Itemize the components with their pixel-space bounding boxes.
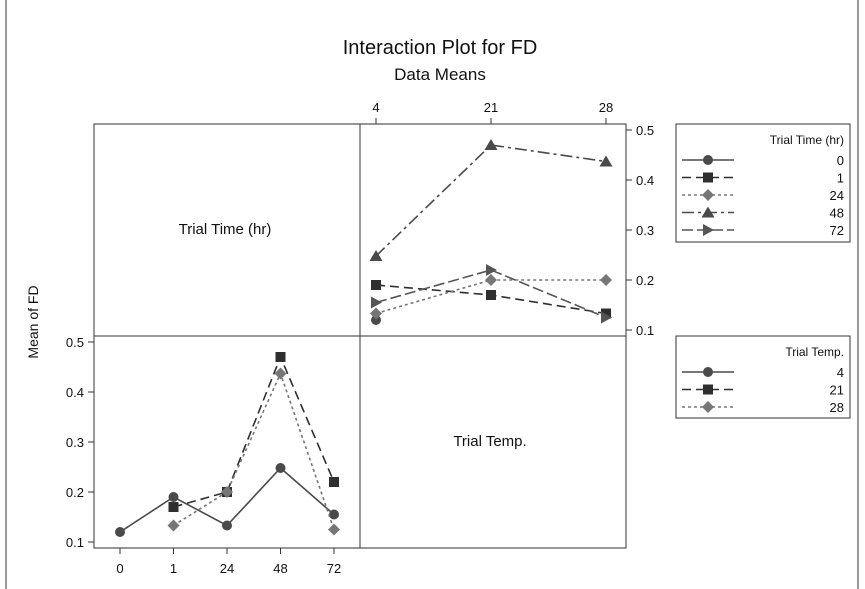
legend-entry: 72	[830, 223, 844, 238]
legend-marker	[703, 155, 713, 165]
x-tick-label: 24	[220, 561, 234, 576]
data-point	[168, 502, 179, 512]
legend-entry: 48	[830, 206, 844, 221]
series-line-21	[173, 354, 335, 508]
panel-label-trial-time: Trial Time (hr)	[179, 221, 272, 238]
legend-marker	[702, 401, 714, 413]
legend-marker	[703, 172, 713, 183]
y-axis-label: Mean of FD	[25, 285, 41, 358]
y-tick-label: 0.5	[66, 335, 84, 350]
legend-marker	[701, 206, 715, 218]
data-point	[328, 523, 340, 536]
data-point	[168, 492, 179, 502]
data-point	[600, 274, 612, 286]
legend-title: Trial Time (hr)	[770, 133, 844, 147]
chart-marks: 4 21 28 0.1 0.2 0.3 0.4 0.5 Trial Time (hr) 0 1 24 4…	[66, 100, 851, 576]
panel-label-trial-temp: Trial Temp.	[453, 433, 526, 450]
data-point	[601, 308, 611, 319]
y-tick-label: 0.5	[636, 123, 654, 138]
data-point	[371, 315, 381, 325]
data-point	[371, 280, 381, 290]
y-tick-label: 0.1	[66, 535, 84, 550]
x-tick-label: 4	[372, 100, 379, 115]
data-point	[221, 486, 233, 498]
data-point	[115, 527, 125, 537]
legend-marker	[703, 224, 714, 236]
data-point	[486, 264, 497, 276]
data-point	[167, 519, 180, 532]
legend-box	[675, 123, 851, 243]
x-tick-label: 1	[170, 561, 177, 576]
legend-title: Trial Temp.	[785, 345, 844, 359]
legend-entry: 28	[830, 400, 844, 415]
x-tick-label: 21	[484, 100, 498, 115]
y-tick-label: 0.2	[66, 485, 84, 500]
data-point	[274, 367, 287, 380]
y-tick-label: 0.3	[66, 435, 84, 450]
data-point	[329, 509, 339, 520]
data-point	[599, 155, 613, 167]
chart-subtitle: Data Means	[394, 65, 486, 84]
x-tick-label: 48	[273, 561, 287, 576]
series-line-48	[375, 144, 607, 257]
series-line-72	[375, 269, 607, 319]
data-point	[485, 274, 497, 286]
data-point	[275, 352, 286, 362]
legend-entry: 24	[830, 188, 844, 203]
y-tick-label: 0.1	[636, 323, 654, 338]
y-tick-label: 0.2	[636, 273, 654, 288]
legend-entry: 21	[830, 383, 844, 398]
data-point	[486, 290, 496, 300]
y-tick-label: 0.4	[636, 173, 654, 188]
data-point	[484, 139, 498, 150]
legend-entry: 4	[837, 365, 844, 380]
data-point	[371, 296, 382, 309]
data-point	[601, 311, 612, 324]
data-point	[369, 250, 383, 261]
series-line-28	[173, 371, 335, 530]
chart-title: Interaction Plot for FD	[343, 37, 538, 59]
x-tick-label: 0	[116, 561, 123, 576]
legend-entry: 0	[837, 153, 844, 168]
x-tick-label: 72	[327, 561, 341, 576]
legend-marker	[702, 189, 714, 201]
data-point	[329, 477, 339, 487]
y-tick-label: 0.3	[636, 223, 654, 238]
legend-marker	[703, 384, 713, 395]
data-point	[222, 520, 232, 531]
data-point	[275, 463, 286, 473]
data-point	[370, 307, 382, 320]
legend-marker	[703, 367, 713, 377]
x-tick-label: 28	[599, 100, 613, 115]
legend-entry: 1	[837, 171, 844, 186]
y-tick-label: 0.4	[66, 385, 84, 400]
